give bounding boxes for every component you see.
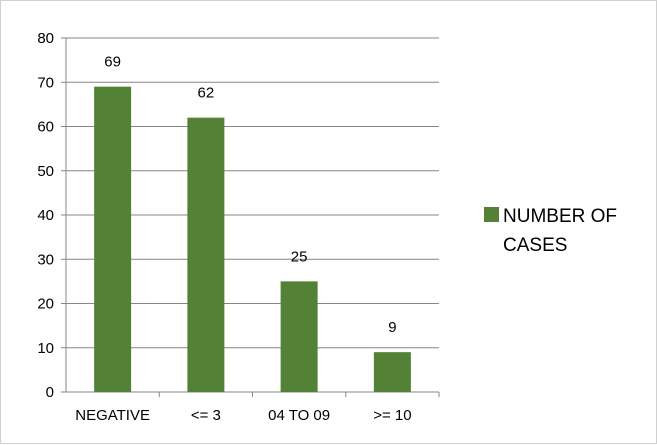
bar <box>187 117 225 393</box>
legend-swatch <box>484 207 499 222</box>
y-tick-label: 60 <box>37 119 54 136</box>
y-tick-label: 50 <box>37 163 54 180</box>
data-label: 62 <box>198 85 215 102</box>
bar <box>373 352 411 392</box>
x-axis-ticks: NEGATIVE <= 3 04 TO 09 >= 10 <box>75 407 411 424</box>
y-tick-label: 0 <box>46 384 54 401</box>
legend-label-line-2: CASES <box>503 235 567 256</box>
data-label: 9 <box>388 319 396 336</box>
data-label: 69 <box>104 54 121 71</box>
x-tick-label: NEGATIVE <box>75 407 150 424</box>
y-tick-label: 10 <box>37 340 54 357</box>
bars <box>94 86 411 393</box>
y-axis-ticks: 0 10 20 30 40 50 60 70 80 <box>37 30 54 401</box>
y-tick-label: 30 <box>37 251 54 268</box>
legend: NUMBER OF CASES <box>484 206 617 256</box>
y-tick-label: 20 <box>37 296 54 313</box>
bar <box>94 86 132 393</box>
y-tick-label: 80 <box>37 30 54 47</box>
y-tick-label: 70 <box>37 74 54 91</box>
x-tick-label: 04 TO 09 <box>268 407 330 424</box>
legend-label-line-1: NUMBER OF <box>503 206 617 227</box>
x-tick-label: >= 10 <box>373 407 411 424</box>
y-tick-label: 40 <box>37 207 54 224</box>
data-labels: 69 62 25 9 <box>104 54 396 336</box>
x-tick-label: <= 3 <box>191 407 221 424</box>
data-label: 25 <box>291 248 308 265</box>
bar <box>280 281 318 392</box>
